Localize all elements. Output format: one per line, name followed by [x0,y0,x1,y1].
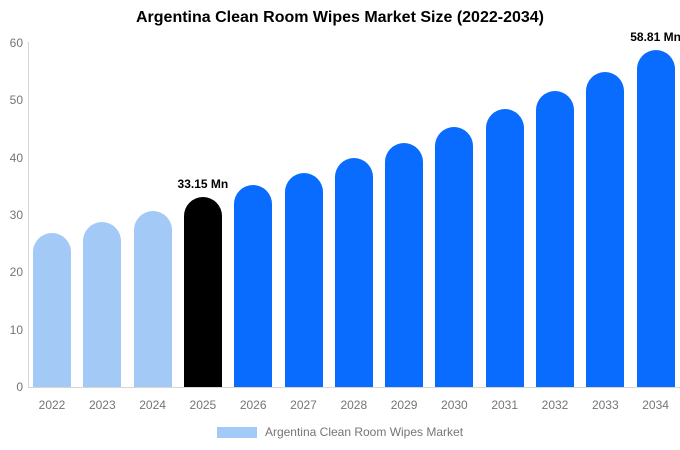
bar-2022[interactable] [33,232,71,387]
x-tick-label-2023: 2023 [88,398,116,412]
bar-value-label: 33.15 Mn [177,176,229,191]
x-tick-label-2031: 2031 [491,398,519,412]
x-tick-label-2027: 2027 [290,398,317,412]
y-tick-label: 30 [9,208,23,222]
y-tick-label: 0 [16,380,23,394]
bar-2030[interactable] [435,126,474,387]
x-tick-label-2026: 2026 [239,398,267,412]
x-tick-label-2025: 2025 [189,398,217,412]
x-tick-label-2033: 2033 [591,398,619,412]
bar-2026[interactable] [234,185,273,387]
y-tick-label: 40 [9,150,23,165]
x-tick-label-2030: 2030 [441,398,468,412]
x-tick-label-2029: 2029 [390,398,418,412]
bar-2032[interactable] [536,91,574,387]
bar-2028[interactable] [334,158,373,387]
y-tick-label: 60 [9,36,23,50]
bar-2031[interactable] [485,108,524,387]
x-tick-label-2022: 2022 [38,398,66,412]
x-tick-label-2024: 2024 [139,398,166,412]
bar-2027[interactable] [284,172,323,387]
bar-2033[interactable] [586,71,625,387]
y-tick-label: 10 [9,322,23,337]
legend-label: Argentina Clean Room Wipes Market [264,425,464,439]
chart-title: Argentina Clean Room Wipes Market Size (… [136,9,544,26]
x-axis-line [28,387,680,388]
legend-swatch [216,426,257,438]
x-tick-label-2032: 2032 [541,398,569,412]
bar-2023[interactable] [83,221,122,387]
bar-2025[interactable] [183,196,222,387]
y-tick-label: 20 [9,265,23,280]
bar-2024[interactable] [133,210,172,387]
y-axis-line [28,42,29,387]
bar-value-label: 58.81 Mn [630,29,680,44]
bar-2029[interactable] [385,142,424,387]
legend[interactable]: Argentina Clean Room Wipes Market [0,425,680,439]
x-tick-label-2034: 2034 [642,398,669,412]
y-tick-label: 50 [9,93,23,108]
bar-2034[interactable] [636,49,675,387]
x-tick-label-2028: 2028 [340,398,368,412]
